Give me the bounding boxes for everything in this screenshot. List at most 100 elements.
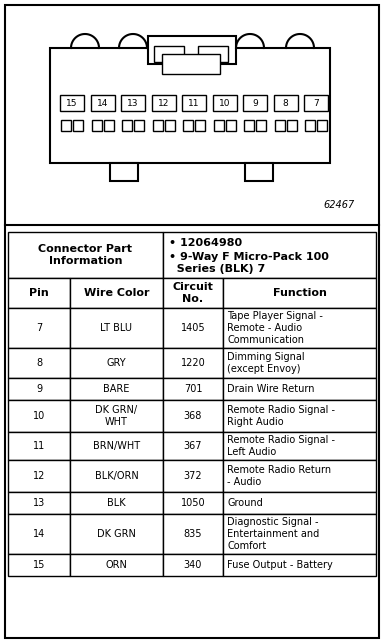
Bar [162,54,220,74]
Bar [183,120,193,131]
Text: 367: 367 [184,441,202,451]
Bar [8,460,70,492]
Text: 701: 701 [184,384,202,394]
Bar [8,232,163,278]
Bar [223,400,376,432]
Bar [273,95,298,111]
Text: 1050: 1050 [181,498,205,508]
Text: 8: 8 [283,98,288,107]
Bar [223,554,376,576]
Bar [70,460,163,492]
Bar [163,278,223,308]
Bar [121,95,145,111]
Bar [152,95,175,111]
Bar [223,492,376,514]
Bar [223,348,376,378]
Text: 1405: 1405 [181,323,205,333]
Bar [91,120,101,131]
Text: 14: 14 [97,98,108,107]
Bar [198,46,228,62]
Bar [286,120,296,131]
Text: Remote Radio Signal -
Left Audio: Remote Radio Signal - Left Audio [227,435,335,457]
Text: Connector Part
Information: Connector Part Information [38,244,132,266]
Bar [60,95,84,111]
Bar [110,163,138,181]
Text: GRY: GRY [107,358,126,368]
Bar [212,95,237,111]
Bar [275,120,285,131]
Bar [70,514,163,554]
Bar [244,120,254,131]
Text: 12: 12 [158,98,169,107]
Bar [70,400,163,432]
Bar [163,432,223,460]
Bar [70,378,163,400]
Text: DK GRN/
WHT: DK GRN/ WHT [96,405,137,427]
Bar [70,432,163,460]
Bar [163,460,223,492]
Bar [305,120,315,131]
Bar [163,308,223,348]
Bar [61,120,71,131]
Bar [104,120,114,131]
Text: Pin: Pin [29,288,49,298]
Bar [8,348,70,378]
Text: Drain Wire Return: Drain Wire Return [227,384,314,394]
Text: 13: 13 [127,98,139,107]
Text: LT BLU: LT BLU [101,323,132,333]
Bar [225,120,235,131]
Bar [195,120,205,131]
Bar [223,514,376,554]
Text: Wire Color: Wire Color [84,288,149,298]
Bar [70,348,163,378]
Text: 14: 14 [33,529,45,539]
Text: 1220: 1220 [180,358,205,368]
Text: 9: 9 [252,98,258,107]
Text: Diagnostic Signal -
Entertainment and
Comfort: Diagnostic Signal - Entertainment and Co… [227,518,319,550]
Bar [223,460,376,492]
Text: 9: 9 [36,384,42,394]
Bar [243,95,267,111]
Text: 372: 372 [184,471,202,481]
Bar [182,95,206,111]
Bar [214,120,223,131]
Bar [164,120,174,131]
Bar [8,514,70,554]
Bar [91,95,114,111]
Text: BLK: BLK [107,498,126,508]
Bar [8,308,70,348]
Text: 11: 11 [188,98,200,107]
Bar [50,48,330,163]
Text: 15: 15 [66,98,78,107]
Bar [70,554,163,576]
Text: ORN: ORN [106,560,127,570]
Text: Circuit
No.: Circuit No. [172,282,214,303]
Bar [154,46,184,62]
Text: BRN/WHT: BRN/WHT [93,441,140,451]
Bar [134,120,144,131]
Text: 7: 7 [313,98,319,107]
Bar [148,36,236,64]
Bar [73,120,83,131]
Text: Remote Radio Signal -
Right Audio: Remote Radio Signal - Right Audio [227,405,335,427]
Bar [223,278,376,308]
Text: BLK/ORN: BLK/ORN [94,471,138,481]
Text: • 12064980: • 12064980 [169,238,242,248]
Bar [163,232,376,278]
Text: • 9-Way F Micro-Pack 100
  Series (BLK) 7: • 9-Way F Micro-Pack 100 Series (BLK) 7 [169,252,329,274]
Bar [223,432,376,460]
Bar [8,400,70,432]
Bar [152,120,162,131]
Text: 62467: 62467 [324,200,355,210]
Bar [223,378,376,400]
Text: Function: Function [273,288,326,298]
Text: BARE: BARE [103,384,130,394]
Bar [122,120,132,131]
Bar [304,95,328,111]
Text: 13: 13 [33,498,45,508]
Bar [223,308,376,348]
Bar [70,492,163,514]
Bar [70,308,163,348]
Bar [8,432,70,460]
Text: DK GRN: DK GRN [97,529,136,539]
